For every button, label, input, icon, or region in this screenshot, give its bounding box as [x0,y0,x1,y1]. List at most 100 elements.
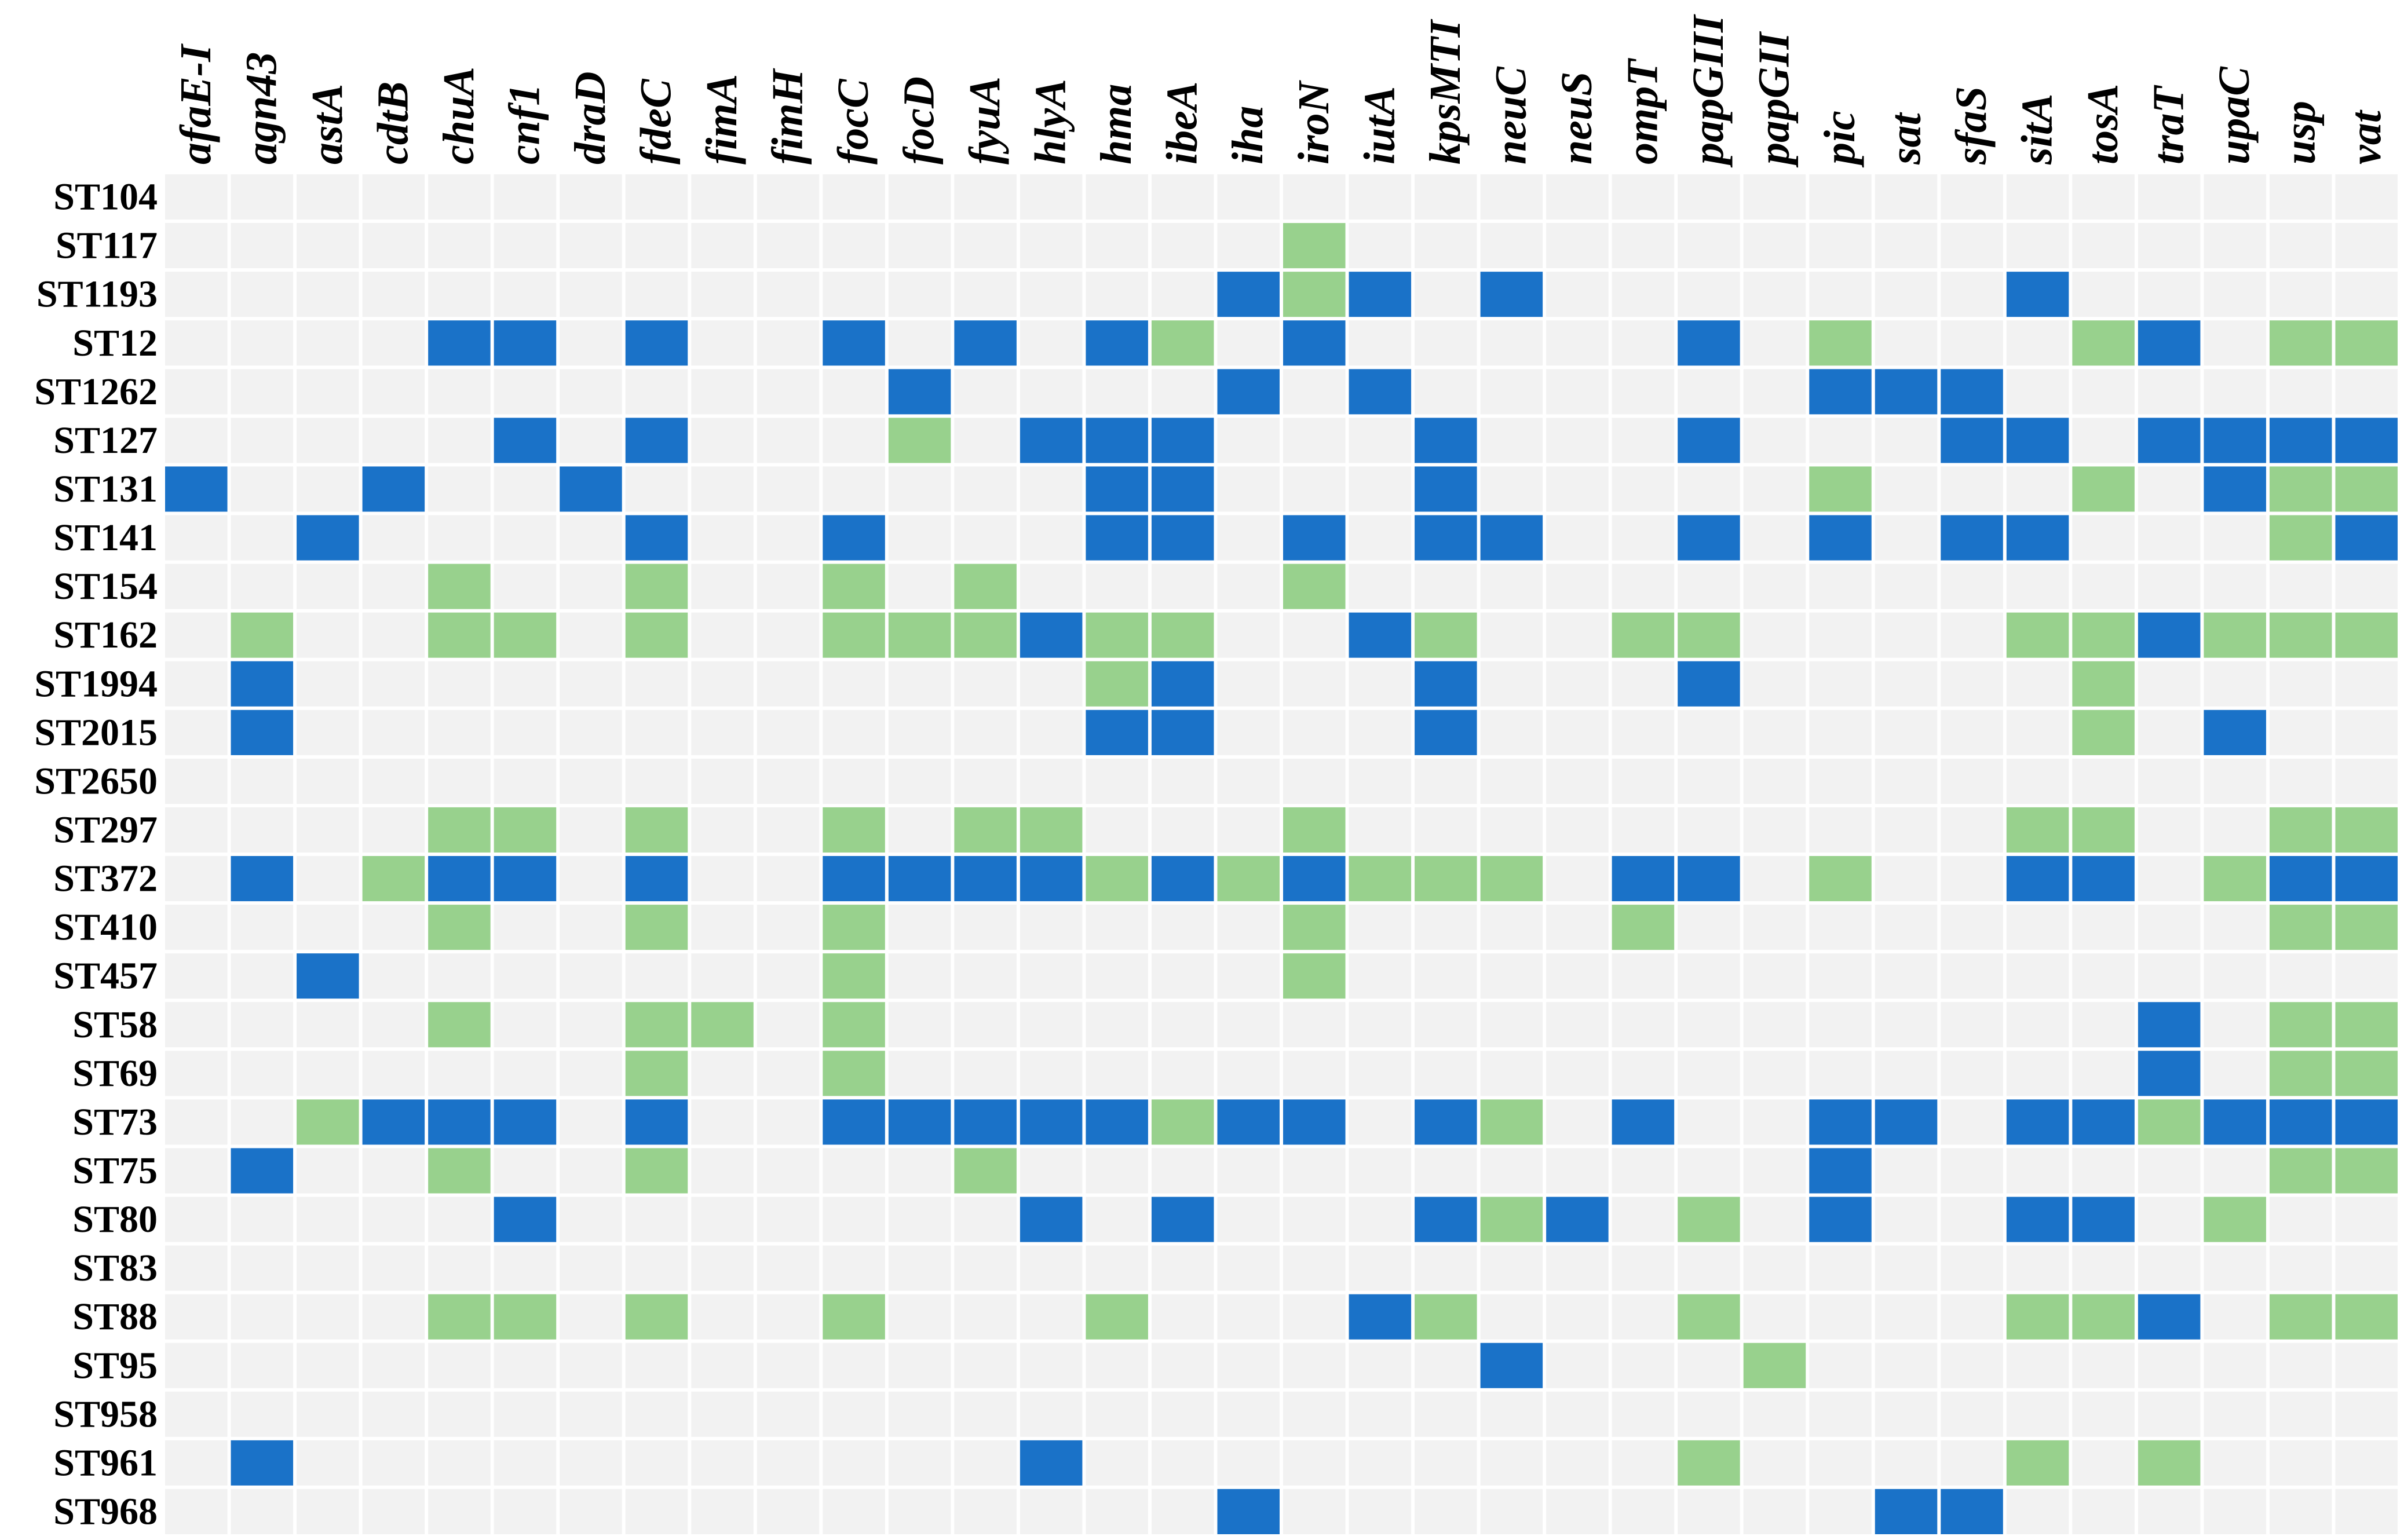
heatmap-cell-ST2650-agn43 [231,758,294,804]
heatmap-cell-ST162-traT [2138,612,2201,658]
heatmap-cell-ST117-sitA [2006,223,2069,269]
heatmap-cell-ST131-neuS [1546,466,1609,512]
heatmap-cell-ST131-iutA [1349,466,1412,512]
heatmap-cell-ST1193-sfaS [1941,272,2003,317]
heatmap-cell-ST104-neuC [1480,174,1543,220]
heatmap-cell-ST95-neuC [1480,1343,1543,1388]
heatmap-cell-ST1262-fdeC [625,369,688,415]
heatmap-cell-ST410-focD [888,905,951,950]
heatmap-cell-ST117-focC [823,223,885,269]
heatmap-cell-ST80-sitA [2006,1197,2069,1242]
heatmap-cell-ST69-vat [2335,1051,2398,1096]
heatmap-cell-ST83-agn43 [231,1245,294,1291]
heatmap-cell-ST1193-iha [1217,272,1280,317]
heatmap-cell-ST457-papGIII [1678,953,1740,999]
heatmap-cell-ST154-sat [1875,564,1938,609]
heatmap-cell-ST117-draD [560,223,622,269]
heatmap-cell-ST372-cnf1 [494,856,557,902]
heatmap-cell-ST88-focD [888,1294,951,1340]
heatmap-cell-ST75-sitA [2006,1148,2069,1194]
heatmap-cell-ST297-fdeC [625,807,688,853]
heatmap-cell-ST69-fimA [691,1051,754,1096]
heatmap-cell-ST80-focD [888,1197,951,1242]
heatmap-cell-ST1994-fdeC [625,661,688,707]
heatmap-cell-ST80-kpsMTI [1415,1197,1477,1242]
heatmap-cell-ST2650-tosA [2072,758,2135,804]
heatmap-cell-ST12-iutA [1349,320,1412,366]
heatmap-cell-ST117-chuA [428,223,491,269]
heatmap-cell-ST457-afaE-I [165,953,228,999]
heatmap-cell-ST297-ibeA [1151,807,1214,853]
heatmap-cell-ST104-cdtB [362,174,425,220]
heatmap-cell-ST12-neuC [1480,320,1543,366]
heatmap-cell-ST69-focD [888,1051,951,1096]
heatmap-cell-ST961-fimH [757,1440,820,1486]
row-label-ST457: ST457 [53,955,158,997]
heatmap-cell-ST1193-hma [1086,272,1148,317]
heatmap-cell-ST75-upaC [2204,1148,2266,1194]
heatmap-cell-ST95-iha [1217,1343,1280,1388]
heatmap-cell-ST968-fimA [691,1488,754,1534]
heatmap-cell-ST1262-papGII [1743,369,1806,415]
heatmap-cell-ST117-papGIII [1678,223,1740,269]
heatmap-cell-ST127-traT [2138,418,2201,463]
heatmap-cell-ST73-ibeA [1151,1099,1214,1145]
heatmap-cell-ST1262-iutA [1349,369,1412,415]
heatmap-cell-ST457-upaC [2204,953,2266,999]
heatmap-cell-ST154-agn43 [231,564,294,609]
heatmap-cell-ST2015-papGIII [1678,709,1740,755]
heatmap-cell-ST297-tosA [2072,807,2135,853]
heatmap-cell-ST1262-hma [1086,369,1148,415]
heatmap-cell-ST410-traT [2138,905,2201,950]
heatmap-cell-ST12-tosA [2072,320,2135,366]
heatmap-cell-ST297-chuA [428,807,491,853]
heatmap-cell-ST83-vat [2335,1245,2398,1291]
heatmap-cell-ST117-cnf1 [494,223,557,269]
heatmap-cell-ST88-astA [297,1294,359,1340]
heatmap-cell-ST961-papGII [1743,1440,1806,1486]
heatmap-cell-ST457-tosA [2072,953,2135,999]
heatmap-cell-ST2650-pic [1809,758,1872,804]
heatmap-cell-ST457-neuC [1480,953,1543,999]
heatmap-cell-ST1994-sat [1875,661,1938,707]
heatmap-cell-ST75-ompT [1612,1148,1675,1194]
heatmap-cell-ST12-focC [823,320,885,366]
row-label-ST58: ST58 [72,1004,158,1046]
heatmap-cell-ST127-fdeC [625,418,688,463]
heatmap-cell-ST131-draD [560,466,622,512]
heatmap-cell-ST127-kpsMTI [1415,418,1477,463]
heatmap-cell-ST2650-kpsMTI [1415,758,1477,804]
heatmap-cell-ST117-ibeA [1151,223,1214,269]
heatmap-cell-ST162-focD [888,612,951,658]
heatmap-cell-ST457-sitA [2006,953,2069,999]
heatmap-cell-ST457-focD [888,953,951,999]
heatmap-cell-ST1994-papGII [1743,661,1806,707]
heatmap-cell-ST83-afaE-I [165,1245,228,1291]
heatmap-cell-ST372-ibeA [1151,856,1214,902]
heatmap-cell-ST127-focC [823,418,885,463]
heatmap-cell-ST154-cnf1 [494,564,557,609]
heatmap-cell-ST127-fimA [691,418,754,463]
heatmap-cell-ST2015-iutA [1349,709,1412,755]
heatmap-cell-ST73-vat [2335,1099,2398,1145]
column-label-sfaS: sfaS [1947,86,1996,165]
heatmap-cell-ST80-vat [2335,1197,2398,1242]
heatmap-cell-ST162-pic [1809,612,1872,658]
heatmap-cell-ST141-papGII [1743,515,1806,561]
heatmap-cell-ST457-cnf1 [494,953,557,999]
heatmap-cell-ST127-chuA [428,418,491,463]
heatmap-cell-ST95-draD [560,1343,622,1388]
heatmap-cell-ST2650-ompT [1612,758,1675,804]
heatmap-cell-ST104-usp [2269,174,2332,220]
heatmap-cell-ST1193-ompT [1612,272,1675,317]
heatmap-cell-ST1193-traT [2138,272,2201,317]
heatmap-cell-ST1193-cdtB [362,272,425,317]
heatmap-cell-ST2650-sfaS [1941,758,2003,804]
heatmap-cell-ST1262-fyuA [954,369,1017,415]
heatmap-cell-ST410-papGIII [1678,905,1740,950]
heatmap-cell-ST80-papGIII [1678,1197,1740,1242]
heatmap-cell-ST410-tosA [2072,905,2135,950]
heatmap-cell-ST1262-kpsMTI [1415,369,1477,415]
heatmap-cell-ST141-traT [2138,515,2201,561]
heatmap-cell-ST154-ompT [1612,564,1675,609]
